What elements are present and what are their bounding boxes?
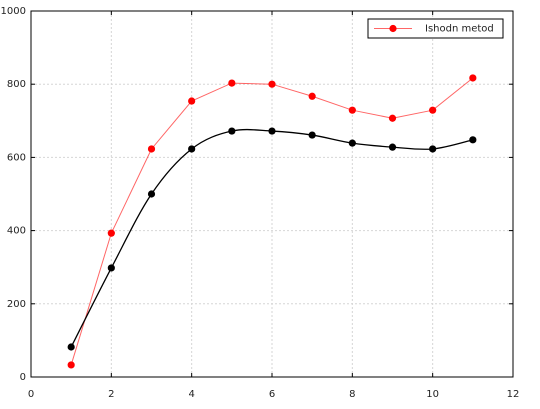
data-point: [308, 92, 316, 100]
data-point: [188, 97, 196, 105]
legend-marker: [389, 24, 397, 33]
y-tick-label: 400: [7, 226, 26, 237]
data-point: [388, 143, 397, 151]
data-point: [67, 343, 75, 351]
y-tick-label: 600: [7, 152, 26, 163]
series-line: [70, 128, 473, 348]
y-tick-label: 200: [7, 299, 26, 310]
data-point: [107, 264, 115, 272]
series-line: [70, 77, 474, 366]
data-point: [469, 74, 477, 82]
x-tick-label: 0: [28, 389, 34, 400]
y-tick-label: 800: [7, 79, 26, 90]
legend-box: [367, 18, 504, 39]
data-point: [268, 127, 276, 135]
data-point: [268, 80, 276, 88]
data-point: [228, 127, 236, 135]
x-tick-label: 12: [507, 389, 520, 400]
y-tick-label: 1000: [1, 6, 26, 17]
x-tick-label: 2: [108, 389, 114, 400]
data-point: [147, 145, 156, 153]
data-point: [348, 106, 356, 114]
data-point: [469, 136, 477, 144]
x-tick-label: 10: [426, 389, 439, 400]
data-point: [348, 139, 356, 147]
data-point: [429, 106, 437, 114]
x-tick-label: 8: [349, 389, 355, 400]
x-tick-label: 6: [269, 389, 275, 400]
data-point: [188, 145, 196, 153]
data-point: [147, 190, 156, 198]
x-tick-label: 4: [188, 389, 194, 400]
data-point: [429, 145, 437, 153]
data-point: [67, 361, 75, 369]
y-tick-label: 0: [20, 372, 26, 383]
legend-label: Ishodn metod: [425, 24, 494, 35]
data-point: [228, 79, 236, 87]
data-point: [107, 229, 115, 237]
data-point: [388, 114, 397, 122]
data-point: [308, 131, 316, 139]
plot-frame: [30, 10, 514, 378]
